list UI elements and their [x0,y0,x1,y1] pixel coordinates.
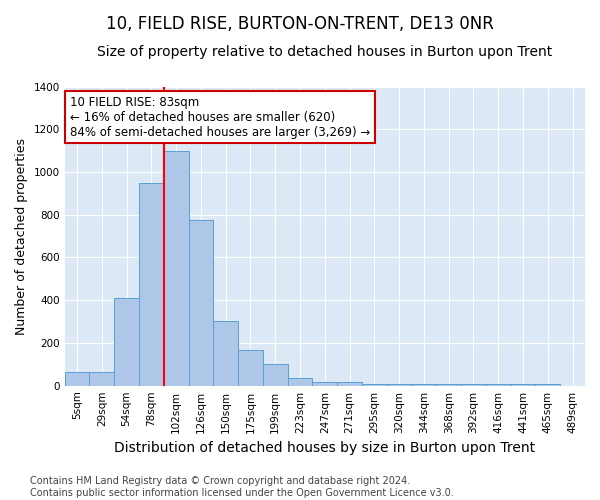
Bar [238,350,263,386]
Bar [263,364,287,386]
Bar [511,384,535,386]
Bar [114,298,139,386]
Bar [214,320,238,386]
Bar [89,372,114,386]
X-axis label: Distribution of detached houses by size in Burton upon Trent: Distribution of detached houses by size … [114,441,535,455]
Bar [436,384,461,386]
Bar [486,384,511,386]
Bar [313,382,337,386]
Title: Size of property relative to detached houses in Burton upon Trent: Size of property relative to detached ho… [97,45,553,59]
Bar [287,378,313,386]
Y-axis label: Number of detached properties: Number of detached properties [15,138,28,334]
Bar [65,372,89,386]
Text: 10, FIELD RISE, BURTON-ON-TRENT, DE13 0NR: 10, FIELD RISE, BURTON-ON-TRENT, DE13 0N… [106,15,494,33]
Text: 10 FIELD RISE: 83sqm
← 16% of detached houses are smaller (620)
84% of semi-deta: 10 FIELD RISE: 83sqm ← 16% of detached h… [70,96,370,138]
Bar [412,384,436,386]
Bar [535,384,560,386]
Bar [362,384,387,386]
Bar [188,220,214,386]
Text: Contains HM Land Registry data © Crown copyright and database right 2024.
Contai: Contains HM Land Registry data © Crown c… [30,476,454,498]
Bar [164,150,188,386]
Bar [461,384,486,386]
Bar [337,382,362,386]
Bar [387,384,412,386]
Bar [139,182,164,386]
